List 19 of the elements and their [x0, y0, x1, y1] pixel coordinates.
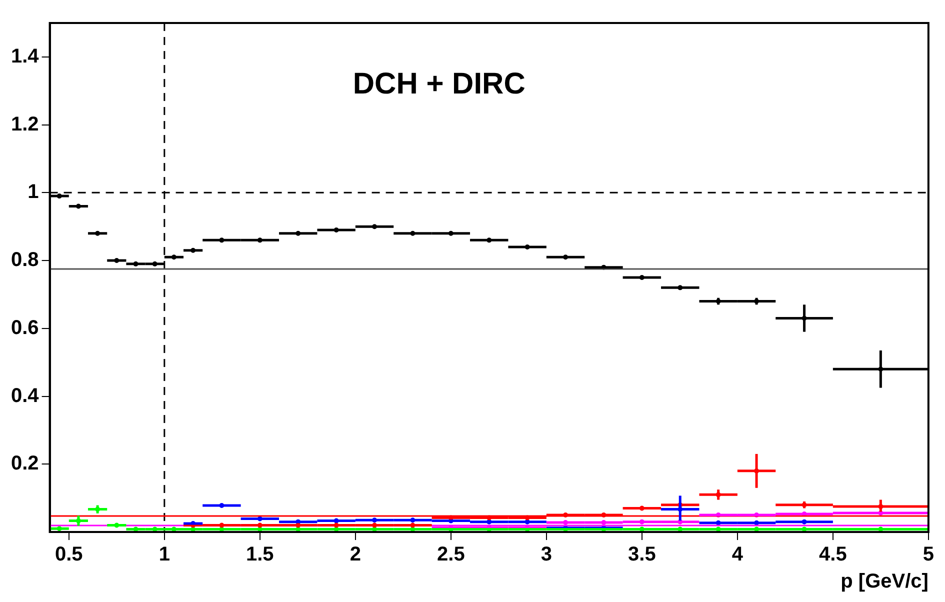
x-tick-label: 3.5 [628, 544, 656, 566]
x-tick-label: 3 [540, 544, 552, 566]
y-tick-label: 1 [28, 181, 39, 204]
x-axis-title: p [GeV/c] [840, 570, 928, 593]
annotation: DCH + DIRC [352, 67, 526, 100]
x-tick-label: 0.5 [54, 544, 83, 566]
x-tick-label: 4 [732, 544, 744, 566]
x-tick-label: 2.5 [437, 544, 465, 566]
y-tick-label: 1.2 [10, 113, 39, 136]
y-tick-label: 1.4 [10, 45, 40, 68]
y-tick-label: 0.6 [10, 316, 39, 339]
x-tick-label: 5 [922, 544, 934, 566]
x-tick-label: 1 [158, 544, 170, 566]
x-tick-label: 1.5 [246, 544, 274, 566]
x-tick-label: 2 [350, 544, 361, 566]
y-tick-label: 0.2 [10, 452, 39, 475]
y-tick-label: 0.8 [10, 249, 39, 272]
y-tick-label: 0.4 [10, 384, 40, 407]
x-tick-label: 4.5 [819, 544, 847, 566]
